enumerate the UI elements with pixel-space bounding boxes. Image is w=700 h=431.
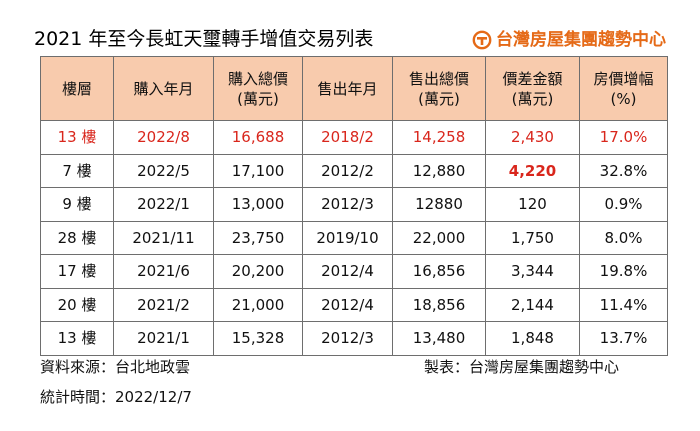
header-row: 樓層 購入年月 購入總價 (萬元) 售出年月 售出總價 (萬元) 價差金額 (萬元) … — [40, 56, 668, 121]
data-source-note: 資料來源：台北地政雲 — [40, 358, 191, 376]
cell-sell-date: 2019/10 — [302, 220, 393, 255]
transaction-table: 樓層 購入年月 購入總價 (萬元) 售出年月 售出總價 (萬元) 價差金額 (萬元) … — [40, 56, 668, 356]
brand-logo-icon — [472, 30, 492, 50]
cell-buy-date: 2021/1 — [113, 321, 214, 356]
table-row: 13 樓 2021/1 15,328 2012/3 13,480 1,848 1… — [40, 321, 668, 356]
cell-floor: 17 樓 — [40, 254, 114, 289]
cell-sell-price: 12,880 — [392, 153, 486, 188]
cell-price-diff: 120 — [485, 187, 580, 222]
cell-buy-price: 16,688 — [213, 120, 303, 155]
cell-increase-pct: 11.4% — [579, 287, 668, 322]
title-row: 2021 年至今長虹天璽轉手增值交易列表 台灣房屋集團趨勢中心 — [34, 26, 670, 56]
cell-sell-date: 2012/3 — [302, 321, 393, 356]
cell-sell-price: 22,000 — [392, 220, 486, 255]
brand-logo-block: 台灣房屋集團趨勢中心 — [472, 28, 666, 52]
cell-price-diff: 2,144 — [485, 287, 580, 322]
cell-sell-date: 2012/3 — [302, 187, 393, 222]
cell-buy-price: 23,750 — [213, 220, 303, 255]
cell-price-diff: 1,750 — [485, 220, 580, 255]
table-row: 7 樓 2022/5 17,100 2012/2 12,880 4,220 32… — [40, 153, 668, 188]
cell-buy-date: 2021/6 — [113, 254, 214, 289]
cell-buy-price: 13,000 — [213, 187, 303, 222]
cell-increase-pct: 19.8% — [579, 254, 668, 289]
cell-sell-price: 14,258 — [392, 120, 486, 155]
cell-price-diff: 3,344 — [485, 254, 580, 289]
cell-sell-date: 2012/2 — [302, 153, 393, 188]
cell-increase-pct: 17.0% — [579, 120, 668, 155]
table-row: 28 樓 2021/11 23,750 2019/10 22,000 1,750… — [40, 220, 668, 255]
table-row: 9 樓 2022/1 13,000 2012/3 12880 120 0.9% — [40, 187, 668, 222]
cell-increase-pct: 8.0% — [579, 220, 668, 255]
cell-floor: 13 樓 — [40, 120, 114, 155]
cell-increase-pct: 0.9% — [579, 187, 668, 222]
cell-price-diff: 1,848 — [485, 321, 580, 356]
cell-sell-price: 13,480 — [392, 321, 486, 356]
header-floor: 樓層 — [40, 56, 114, 121]
cell-floor: 28 樓 — [40, 220, 114, 255]
cell-floor: 9 樓 — [40, 187, 114, 222]
cell-increase-pct: 32.8% — [579, 153, 668, 188]
cell-buy-date: 2021/2 — [113, 287, 214, 322]
cell-increase-pct: 13.7% — [579, 321, 668, 356]
table-row: 13 樓 2022/8 16,688 2018/2 14,258 2,430 1… — [40, 120, 668, 155]
table-maker-note: 製表：台灣房屋集團趨勢中心 — [424, 358, 620, 376]
cell-buy-date: 2022/5 — [113, 153, 214, 188]
table-row: 20 樓 2021/2 21,000 2012/4 18,856 2,144 1… — [40, 287, 668, 322]
cell-buy-date: 2021/11 — [113, 220, 214, 255]
cell-buy-price: 17,100 — [213, 153, 303, 188]
header-buy-date: 購入年月 — [113, 56, 214, 121]
cell-buy-date: 2022/8 — [113, 120, 214, 155]
header-buy-price: 購入總價 (萬元) — [213, 56, 303, 121]
cell-buy-date: 2022/1 — [113, 187, 214, 222]
header-sell-price: 售出總價 (萬元) — [392, 56, 486, 121]
cell-sell-price: 16,856 — [392, 254, 486, 289]
cell-buy-price: 21,000 — [213, 287, 303, 322]
brand-name: 台灣房屋集團趨勢中心 — [496, 30, 666, 50]
cell-floor: 20 樓 — [40, 287, 114, 322]
header-increase-pct: 房價增幅 (%) — [579, 56, 668, 121]
header-sell-date: 售出年月 — [302, 56, 393, 121]
cell-floor: 13 樓 — [40, 321, 114, 356]
cell-price-diff: 4,220 — [485, 153, 580, 188]
table-row: 17 樓 2021/6 20,200 2012/4 16,856 3,344 1… — [40, 254, 668, 289]
cell-floor: 7 樓 — [40, 153, 114, 188]
cell-price-diff: 2,430 — [485, 120, 580, 155]
cell-buy-price: 15,328 — [213, 321, 303, 356]
header-price-diff: 價差金額 (萬元) — [485, 56, 580, 121]
cell-sell-date: 2012/4 — [302, 254, 393, 289]
cell-buy-price: 20,200 — [213, 254, 303, 289]
cell-sell-date: 2012/4 — [302, 287, 393, 322]
statistics-date-note: 統計時間：2022/12/7 — [40, 388, 192, 406]
cell-sell-price: 18,856 — [392, 287, 486, 322]
cell-sell-price: 12880 — [392, 187, 486, 222]
cell-sell-date: 2018/2 — [302, 120, 393, 155]
table-title: 2021 年至今長虹天璽轉手增值交易列表 — [34, 28, 374, 50]
